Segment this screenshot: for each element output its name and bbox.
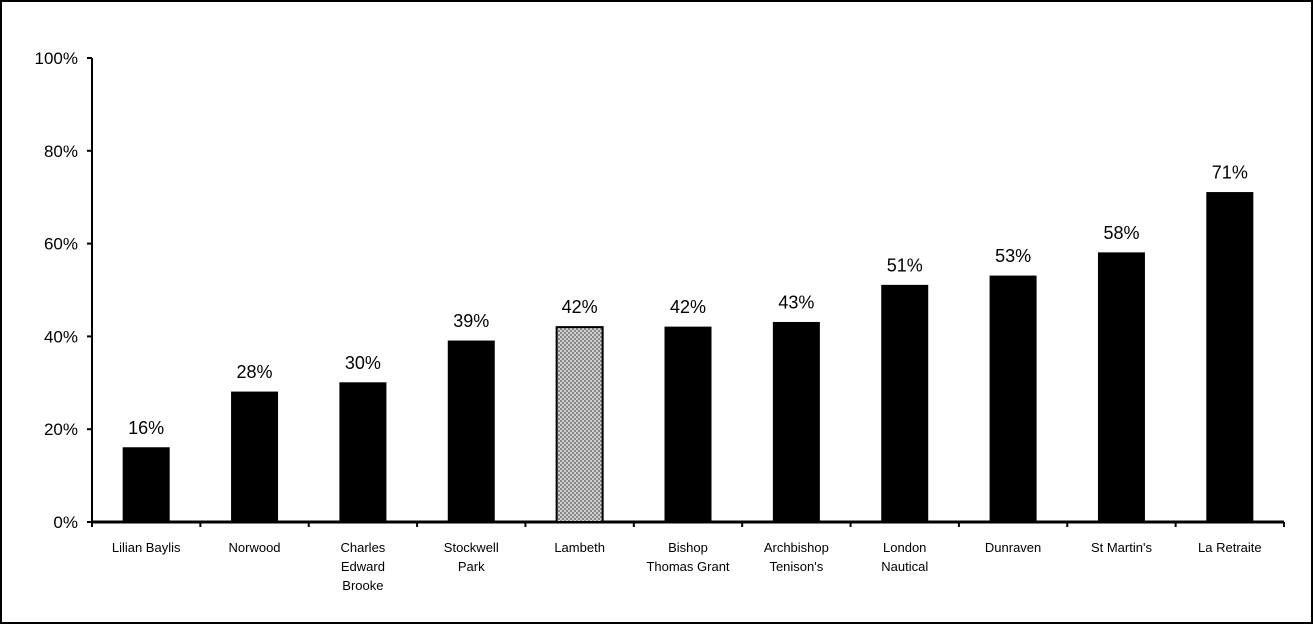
x-tick-label-line: Park: [458, 559, 485, 574]
data-label: 39%: [453, 311, 489, 331]
x-tick-label-line: Dunraven: [985, 540, 1041, 555]
bar: [339, 382, 387, 523]
data-label: 43%: [778, 292, 814, 312]
x-tick-label-line: London: [883, 540, 926, 555]
data-label: 51%: [887, 255, 923, 275]
x-tick-label: St Martin's: [1091, 540, 1152, 555]
x-tick-label-line: Bishop: [668, 540, 708, 555]
y-tick-label: 0%: [53, 513, 78, 532]
y-tick-label: 60%: [44, 235, 78, 254]
x-tick-label-line: Lambeth: [554, 540, 605, 555]
bar: [881, 284, 929, 523]
x-tick-label-line: Brooke: [342, 578, 383, 593]
x-tick-label-line: Stockwell: [444, 540, 499, 555]
x-tick-label-line: Charles: [341, 540, 386, 555]
x-tick-label: La Retraite: [1198, 540, 1262, 555]
y-tick-label: 40%: [44, 327, 78, 346]
bar: [447, 340, 495, 523]
bar: [1097, 252, 1145, 523]
data-labels: 16% 28% 30% 39% 42% 42% 43% 51% 53% 58% 71%: [128, 163, 1248, 438]
y-tick-label: 100%: [35, 49, 78, 68]
y-tick-label: 20%: [44, 420, 78, 439]
bar-highlighted: [555, 326, 604, 523]
x-tick-label-line: Thomas Grant: [646, 559, 729, 574]
data-label: 28%: [237, 362, 273, 382]
x-tick-label: Bishop Thomas Grant: [646, 540, 729, 574]
bar: [1206, 192, 1254, 523]
x-tick-label: Archbishop Tenison's: [764, 540, 829, 574]
data-label: 42%: [562, 297, 598, 317]
x-tick-label: London Nautical: [881, 540, 928, 574]
x-tick-label: Stockwell Park: [444, 540, 499, 574]
x-axis: [91, 520, 1285, 527]
data-label: 53%: [995, 246, 1031, 266]
x-tick-label: Lambeth: [554, 540, 605, 555]
bar: [989, 275, 1037, 523]
data-label: 58%: [1103, 223, 1139, 243]
x-tick-label-line: Norwood: [229, 540, 281, 555]
x-tick-label: Norwood: [229, 540, 281, 555]
data-label: 30%: [345, 353, 381, 373]
x-tick-label-line: St Martin's: [1091, 540, 1152, 555]
x-tick-label-line: Nautical: [881, 559, 928, 574]
x-tick-label: Lilian Baylis: [112, 540, 181, 555]
x-tick-labels: Lilian Baylis Norwood Charles Edward Brooke S…: [112, 540, 1262, 593]
x-tick-label-line: Lilian Baylis: [112, 540, 181, 555]
x-tick-label-line: Edward: [341, 559, 385, 574]
bar: [122, 447, 170, 523]
x-tick-label-line: Tenison's: [769, 559, 823, 574]
data-label: 16%: [128, 418, 164, 438]
y-axis: 0% 20% 40% 60% 80% 100%: [35, 49, 93, 532]
data-label: 71%: [1212, 163, 1248, 183]
x-tick-label: Dunraven: [985, 540, 1041, 555]
bar: [772, 321, 820, 523]
y-tick-label: 80%: [44, 142, 78, 161]
bar: [231, 391, 279, 523]
x-tick-label: Charles Edward Brooke: [341, 540, 386, 593]
data-label: 42%: [670, 297, 706, 317]
bar: [664, 326, 712, 523]
x-tick-label-line: Archbishop: [764, 540, 829, 555]
bars: [122, 192, 1254, 523]
x-tick-label-line: La Retraite: [1198, 540, 1262, 555]
